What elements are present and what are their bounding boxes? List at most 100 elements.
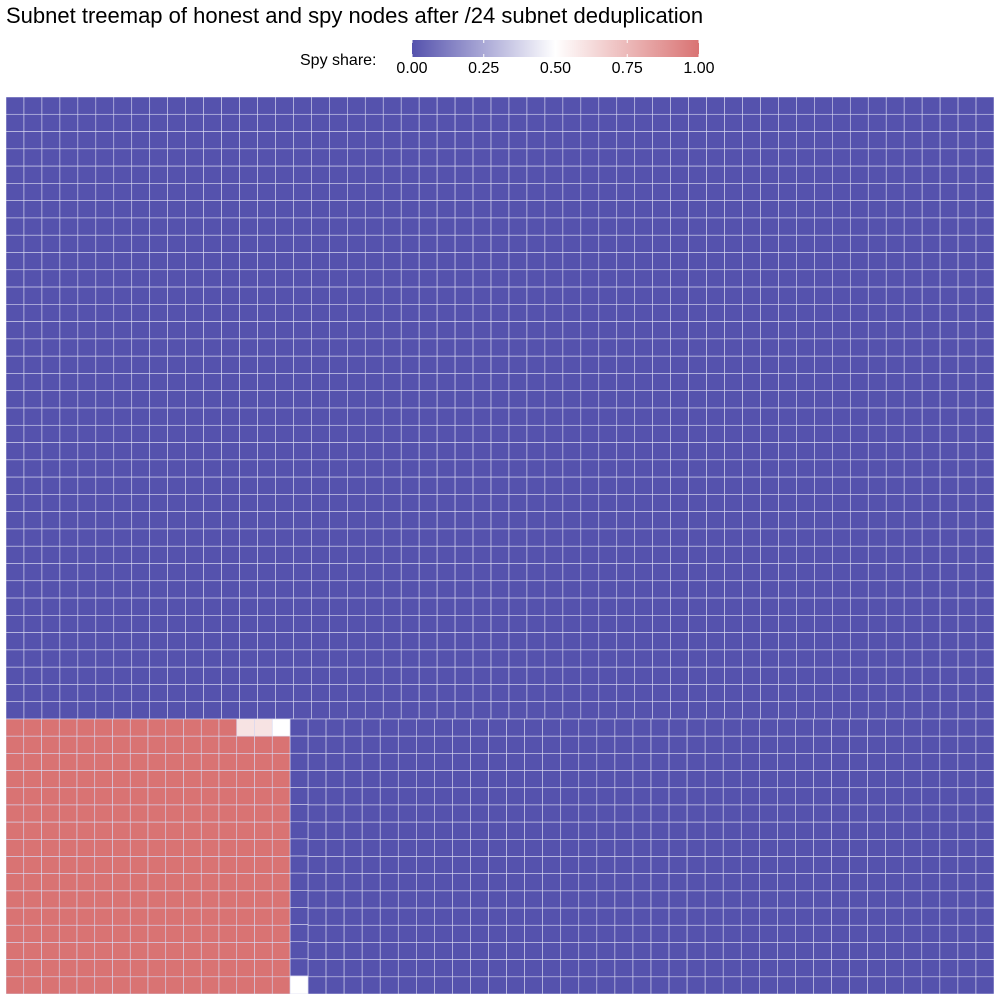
honest-subnet-tile (903, 787, 923, 806)
honest-subnet-tile (221, 252, 240, 271)
honest-subnet-tile (239, 165, 258, 184)
honest-subnet-tile (778, 632, 797, 651)
honest-subnet-tile (814, 321, 833, 340)
honest-subnet-tile (616, 148, 636, 167)
honest-subnet-tile (795, 856, 814, 874)
honest-subnet-tile (364, 511, 384, 530)
honest-subnet-tile (325, 787, 345, 806)
honest-subnet-tile (706, 321, 725, 340)
honest-subnet-tile (704, 959, 724, 978)
honest-subnet-tile (416, 787, 435, 806)
honest-subnet-tile (903, 183, 923, 201)
honest-subnet-tile (275, 373, 294, 392)
honest-subnet-tile (95, 545, 115, 564)
spy-subnet-tile (254, 959, 273, 978)
honest-subnet-tile (724, 304, 743, 322)
honest-subnet-tile (400, 217, 420, 236)
honest-subnet-tile (418, 217, 438, 236)
honest-subnet-tile (742, 252, 761, 271)
honest-subnet-tile (975, 632, 994, 651)
honest-subnet-tile (688, 528, 707, 547)
spy-subnet-tile (129, 839, 149, 857)
honest-subnet-tile (885, 131, 905, 150)
honest-subnet-tile (490, 597, 510, 616)
honest-subnet-tile (470, 821, 489, 840)
honest-subnet-tile (203, 701, 222, 720)
honest-subnet-tile (23, 269, 43, 288)
honest-subnet-tile (777, 804, 796, 823)
honest-subnet-tile (921, 511, 941, 530)
honest-subnet-tile (95, 701, 115, 720)
spy-subnet-tile (271, 890, 291, 909)
honest-subnet-tile (167, 632, 186, 651)
honest-subnet-tile (307, 890, 327, 909)
honest-subnet-tile (632, 890, 652, 909)
honest-subnet-tile (257, 304, 276, 322)
honest-subnet-tile (903, 770, 923, 789)
honest-subnet-tile (239, 666, 258, 685)
honest-subnet-tile (167, 321, 186, 340)
spy-subnet-tile (165, 821, 184, 840)
honest-subnet-tile (650, 821, 670, 840)
honest-subnet-tile (508, 97, 528, 115)
honest-subnet-tile (867, 424, 887, 443)
honest-subnet-tile (957, 200, 977, 219)
honest-subnet-tile (740, 924, 760, 943)
honest-subnet-tile (616, 476, 636, 495)
honest-subnet-tile (131, 304, 151, 322)
honest-subnet-tile (6, 148, 25, 167)
honest-subnet-tile (939, 563, 959, 582)
honest-subnet-tile (580, 131, 600, 150)
honest-subnet-tile (903, 511, 923, 530)
honest-subnet-tile (382, 355, 402, 374)
honest-subnet-tile (849, 735, 868, 754)
honest-subnet-tile (616, 597, 636, 616)
honest-subnet-tile (849, 252, 869, 271)
honest-subnet-tile (454, 407, 474, 426)
honest-subnet-tile (778, 528, 797, 547)
spy-subnet-tile (236, 924, 255, 943)
spy-subnet-tile (23, 959, 42, 978)
honest-subnet-tile (131, 528, 151, 547)
honest-subnet-tile (239, 355, 258, 374)
honest-subnet-tile (939, 753, 959, 771)
honest-subnet-tile (41, 390, 61, 409)
honest-subnet-tile (921, 718, 941, 737)
honest-subnet-tile (506, 787, 525, 806)
honest-subnet-tile (634, 615, 653, 633)
honest-subnet-tile (652, 649, 671, 668)
honest-subnet-tile (634, 407, 653, 426)
honest-subnet-tile (544, 545, 564, 564)
honest-subnet-tile (307, 770, 327, 789)
honest-subnet-tile (849, 113, 869, 132)
honest-subnet-tile (149, 338, 168, 357)
honest-subnet-tile (490, 200, 510, 219)
honest-subnet-tile (670, 597, 689, 616)
honest-subnet-tile (289, 907, 309, 925)
spy-subnet-tile (218, 942, 238, 960)
honest-subnet-tile (596, 924, 616, 943)
honest-subnet-tile (832, 407, 851, 426)
honest-subnet-tile (364, 269, 384, 288)
honest-subnet-tile (670, 252, 689, 271)
honest-subnet-tile (59, 131, 79, 150)
honest-subnet-tile (634, 113, 653, 132)
honest-subnet-tile (562, 252, 582, 271)
honest-subnet-tile (795, 787, 814, 806)
spy-subnet-tile (236, 770, 255, 789)
spy-subnet-tile (165, 976, 184, 994)
spy-subnet-tile (147, 787, 167, 806)
honest-subnet-tile (436, 597, 456, 616)
honest-subnet-tile (343, 787, 363, 806)
honest-subnet-tile (257, 424, 276, 443)
honest-subnet-tile (722, 890, 742, 909)
honest-subnet-tile (113, 390, 133, 409)
honest-subnet-tile (221, 338, 240, 357)
honest-subnet-tile (903, 632, 923, 651)
spy-subnet-tile (165, 753, 184, 771)
honest-subnet-tile (652, 476, 671, 495)
honest-subnet-tile (488, 735, 507, 754)
honest-subnet-tile (77, 424, 97, 443)
honest-subnet-tile (41, 684, 61, 703)
honest-subnet-tile (131, 615, 151, 633)
